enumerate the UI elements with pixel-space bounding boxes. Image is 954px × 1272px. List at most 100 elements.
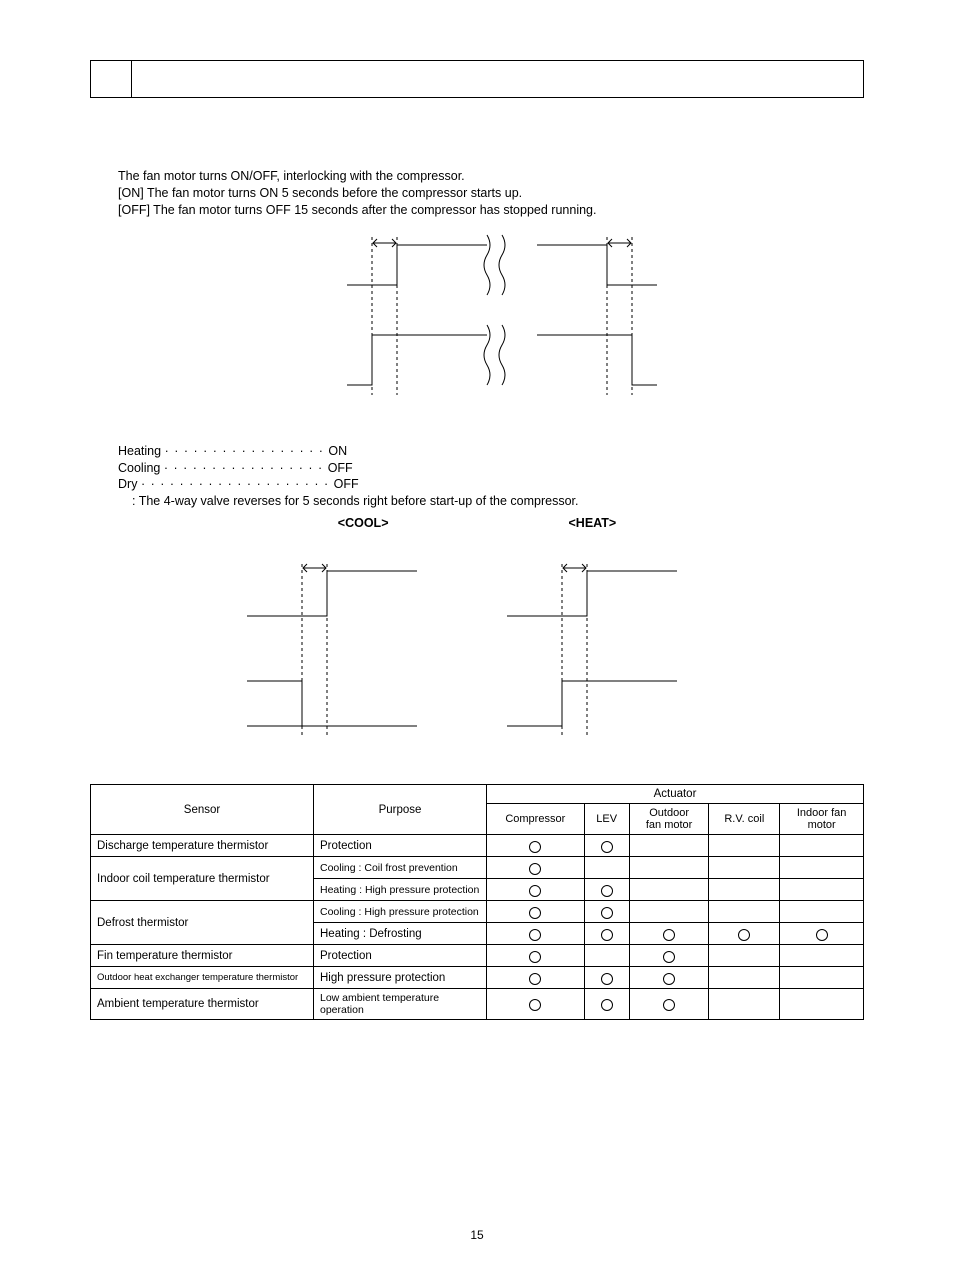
cell-mark: [780, 879, 864, 901]
circle-icon: [601, 841, 613, 853]
cell-mark: [487, 835, 585, 857]
circle-icon: [601, 907, 613, 919]
circle-icon: [663, 999, 675, 1011]
circle-icon: [529, 841, 541, 853]
mode-heating-val: ON: [328, 444, 347, 458]
dots2: · · · · · · · · · · · · · · · · ·: [164, 461, 328, 475]
cell-mark: [780, 945, 864, 967]
cell-purpose: Cooling : High pressure protection: [314, 901, 487, 923]
th-sensor: Sensor: [91, 785, 314, 835]
cell-mark: [709, 901, 780, 923]
circle-icon: [663, 951, 675, 963]
mode-dry: Dry: [118, 477, 137, 491]
cell-mark: [487, 879, 585, 901]
cell-mark: [584, 857, 629, 879]
table-row: Indoor coil temperature thermistorCoolin…: [91, 857, 864, 879]
cell-sensor: Ambient temperature thermistor: [91, 989, 314, 1020]
cell-mark: [629, 857, 709, 879]
cell-mark: [709, 967, 780, 989]
cell-mark: [487, 945, 585, 967]
th-actuator: Actuator: [487, 785, 864, 804]
cell-mark: [709, 945, 780, 967]
cell-mark: [584, 901, 629, 923]
cell-mark: [584, 923, 629, 945]
circle-icon: [601, 929, 613, 941]
cell-mark: [780, 967, 864, 989]
sensor-actuator-table-wrap: Sensor Purpose Actuator CompressorLEVOut…: [90, 784, 864, 1020]
sensor-tbody: Discharge temperature thermistorProtecti…: [91, 835, 864, 1020]
fan-line2: [ON] The fan motor turns ON 5 seconds be…: [118, 185, 864, 202]
page-number: 15: [0, 1228, 954, 1242]
circle-icon: [663, 973, 675, 985]
section-header-box: [90, 60, 864, 98]
circle-icon: [529, 863, 541, 875]
th-actuator-col: LEV: [584, 804, 629, 835]
cell-mark: [709, 989, 780, 1020]
fan-control-text: The fan motor turns ON/OFF, interlocking…: [118, 168, 864, 219]
four-way-valve-text: Heating · · · · · · · · · · · · · · · · …: [118, 443, 864, 511]
fan-line1: The fan motor turns ON/OFF, interlocking…: [118, 168, 864, 185]
cell-mark: [487, 857, 585, 879]
th-actuator-col: Compressor: [487, 804, 585, 835]
circle-icon: [663, 929, 675, 941]
cell-purpose: Low ambient temperature operation: [314, 989, 487, 1020]
th-actuator-col: Indoor fanmotor: [780, 804, 864, 835]
cell-mark: [780, 901, 864, 923]
mode-cooling: Cooling: [118, 461, 160, 475]
cell-mark: [629, 901, 709, 923]
cell-mark: [629, 879, 709, 901]
cell-mark: [629, 989, 709, 1020]
th-actuator-col: Outdoorfan motor: [629, 804, 709, 835]
cell-purpose: Cooling : Coil frost prevention: [314, 857, 487, 879]
table-row: Fin temperature thermistorProtection: [91, 945, 864, 967]
mode-heating: Heating: [118, 444, 161, 458]
circle-icon: [738, 929, 750, 941]
cell-purpose: Protection: [314, 835, 487, 857]
cell-mark: [629, 835, 709, 857]
cell-purpose: Protection: [314, 945, 487, 967]
cell-sensor: Outdoor heat exchanger temperature therm…: [91, 967, 314, 989]
cell-mark: [584, 879, 629, 901]
cell-mark: [629, 967, 709, 989]
cell-mark: [487, 901, 585, 923]
cell-mark: [584, 989, 629, 1020]
cell-sensor: Defrost thermistor: [91, 901, 314, 945]
table-row: Discharge temperature thermistorProtecti…: [91, 835, 864, 857]
th-actuator-col: R.V. coil: [709, 804, 780, 835]
cell-mark: [629, 923, 709, 945]
circle-icon: [529, 973, 541, 985]
circle-icon: [816, 929, 828, 941]
mode-labels: <COOL> <HEAT>: [90, 516, 864, 530]
mode-cooling-val: OFF: [328, 461, 353, 475]
cell-mark: [584, 835, 629, 857]
cell-mark: [780, 835, 864, 857]
cell-mark: [584, 945, 629, 967]
circle-icon: [601, 999, 613, 1011]
cell-mark: [709, 879, 780, 901]
fan-line3: [OFF] The fan motor turns OFF 15 seconds…: [118, 202, 864, 219]
th-purpose: Purpose: [314, 785, 487, 835]
cell-purpose: Heating : Defrosting: [314, 923, 487, 945]
timing-diagram-1: [267, 225, 687, 415]
cell-mark: [487, 923, 585, 945]
cell-mark: [709, 857, 780, 879]
cell-mark: [487, 989, 585, 1020]
cell-mark: [709, 923, 780, 945]
circle-icon: [529, 907, 541, 919]
table-row: Outdoor heat exchanger temperature therm…: [91, 967, 864, 989]
circle-icon: [529, 951, 541, 963]
cell-purpose: Heating : High pressure protection: [314, 879, 487, 901]
mode-dry-val: OFF: [334, 477, 359, 491]
circle-icon: [529, 885, 541, 897]
cell-sensor: Fin temperature thermistor: [91, 945, 314, 967]
table-row: Defrost thermistorCooling : High pressur…: [91, 901, 864, 923]
cool-label: <COOL>: [338, 516, 389, 530]
circle-icon: [529, 999, 541, 1011]
cell-mark: [584, 967, 629, 989]
timing-diagram-2: [207, 536, 747, 756]
cell-mark: [487, 967, 585, 989]
cell-sensor: Indoor coil temperature thermistor: [91, 857, 314, 901]
cell-mark: [780, 857, 864, 879]
cell-mark: [780, 989, 864, 1020]
circle-icon: [529, 929, 541, 941]
